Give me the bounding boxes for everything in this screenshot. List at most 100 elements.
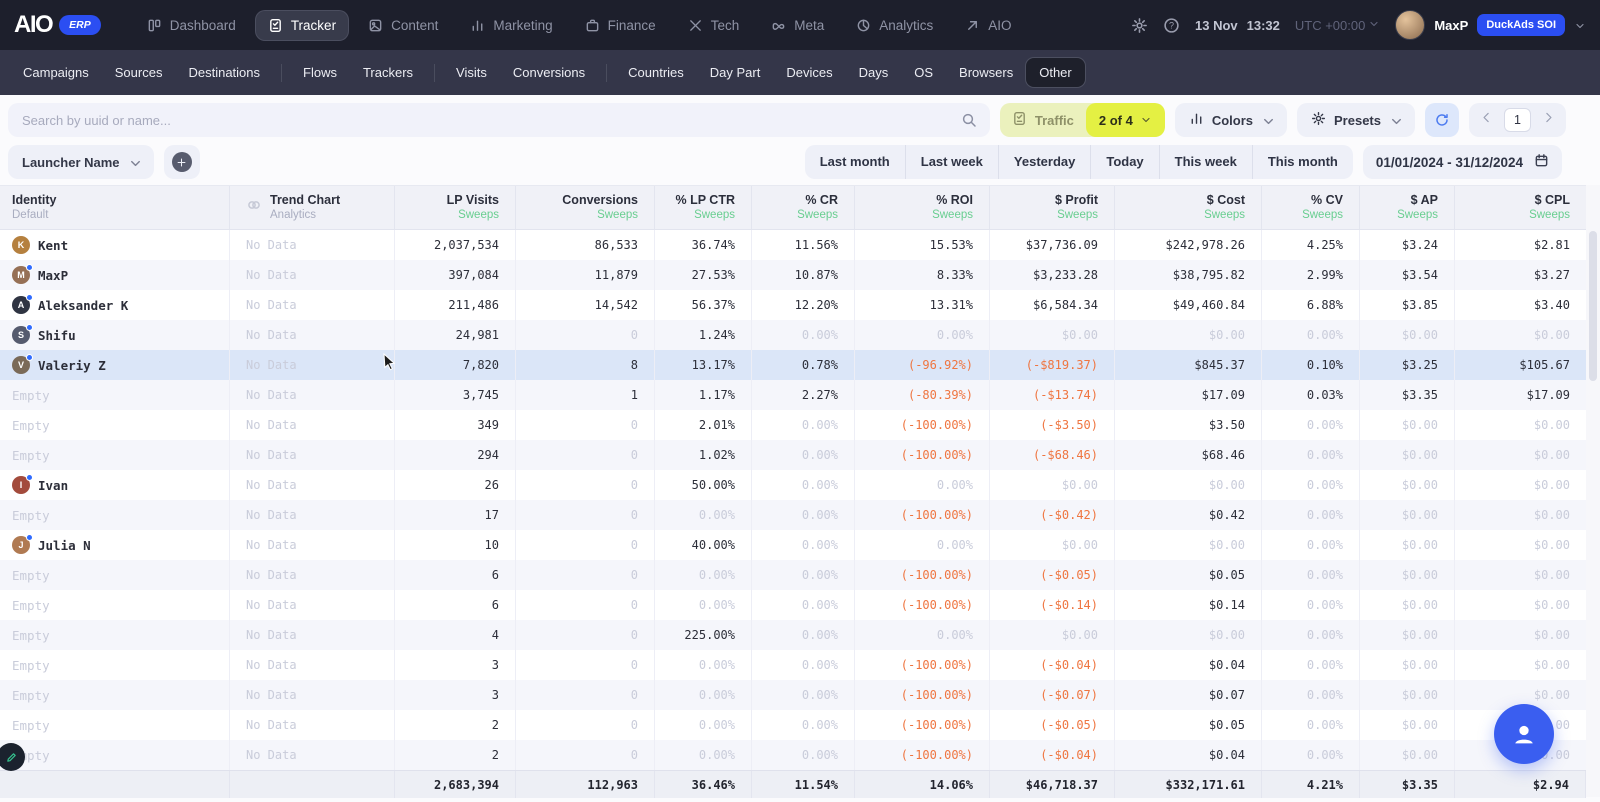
user-menu[interactable]: MaxP DuckAds SOI [1395,10,1586,40]
date-preset-this-week[interactable]: This week [1160,145,1253,179]
settings-gear-icon[interactable] [1131,17,1148,34]
scrollbar[interactable] [1586,185,1600,797]
tab-sources[interactable]: Sources [102,58,176,87]
tab-conversions[interactable]: Conversions [500,58,598,87]
add-filter-button[interactable] [164,145,200,179]
column-header-profit[interactable]: $ ProfitSweeps [990,186,1115,229]
date-preset-last-month[interactable]: Last month [805,145,906,179]
profile-fab-button[interactable] [1494,704,1554,764]
online-dot-icon [26,264,33,271]
table-row-empty-13[interactable]: EmptyNo Data600.00%0.00%(-100.00%)(-$0.1… [0,590,1586,620]
colors-button[interactable]: Colors [1175,103,1287,137]
cell-conversions: 0 [516,500,655,530]
cell-conversions: 86,533 [516,230,655,260]
presets-button[interactable]: Presets [1297,103,1415,137]
tab-campaigns[interactable]: Campaigns [10,58,102,87]
nav-item-marketing[interactable]: Marketing [458,11,564,40]
search-input[interactable] [8,103,990,137]
trend-chart-cell: No Data [230,590,395,620]
nav-item-finance[interactable]: Finance [573,11,668,40]
cell-ap: $0.00 [1360,680,1455,710]
table-row-aleksander-k[interactable]: AAleksander KNo Data211,48614,54256.37%1… [0,290,1586,320]
table-row-kent[interactable]: KKentNo Data2,037,53486,53336.74%11.56%1… [0,230,1586,260]
tab-flows[interactable]: Flows [290,58,350,87]
table-row-empty-16[interactable]: EmptyNo Data300.00%0.00%(-100.00%)(-$0.0… [0,680,1586,710]
scrollbar-thumb[interactable] [1589,231,1597,381]
tab-os[interactable]: OS [901,58,946,87]
page-number-box[interactable]: 1 [1504,108,1531,132]
date-preset-this-month[interactable]: This month [1253,145,1353,179]
nav-item-content[interactable]: Content [356,11,450,40]
table-row-valeriy-z[interactable]: VValeriy ZNo Data7,820813.17%0.78%(-96.9… [0,350,1586,380]
cell-cost: $0.42 [1115,500,1262,530]
refresh-button[interactable] [1425,103,1459,137]
trend-chart-cell: No Data [230,230,395,260]
table-row-empty-7[interactable]: EmptyNo Data34902.01%0.00%(-100.00%)(-$3… [0,410,1586,440]
identity-cell: KKent [0,230,230,260]
column-header-identity[interactable]: IdentityDefault [0,186,230,229]
column-header-cpl[interactable]: $ CPLSweeps [1455,186,1586,229]
table-row-shifu[interactable]: SShifuNo Data24,98101.24%0.00%0.00%$0.00… [0,320,1586,350]
column-header-lp-visits[interactable]: LP VisitsSweeps [395,186,516,229]
timezone-selector[interactable]: UTC +00:00 [1295,18,1380,33]
table-row-julia-n[interactable]: JJulia NNo Data10040.00%0.00%0.00%$0.00$… [0,530,1586,560]
cell-cv: 0.00% [1262,710,1360,740]
column-header-ap[interactable]: $ APSweeps [1360,186,1455,229]
table-row-ivan[interactable]: IIvanNo Data26050.00%0.00%0.00%$0.00$0.0… [0,470,1586,500]
tab-other[interactable]: Other [1026,58,1085,87]
tab-trackers[interactable]: Trackers [350,58,426,87]
date-preset-today[interactable]: Today [1091,145,1159,179]
launcher-name-dropdown[interactable]: Launcher Name [8,145,154,179]
tab-countries[interactable]: Countries [615,58,697,87]
cell-cv: 0.00% [1262,530,1360,560]
traffic-filter-button[interactable]: Traffic 2 of 4 [1000,103,1165,137]
tab-destinations[interactable]: Destinations [175,58,273,87]
nav-item-meta[interactable]: Meta [759,11,836,40]
cell-lp-ctr: 36.74% [655,230,752,260]
cell-ap: $0.00 [1360,410,1455,440]
cell-cost: $0.00 [1115,470,1262,500]
table-row-empty-12[interactable]: EmptyNo Data600.00%0.00%(-100.00%)(-$0.0… [0,560,1586,590]
cell-ap: $0.00 [1360,560,1455,590]
column-header-trend-chart[interactable]: Trend ChartAnalytics [230,186,395,229]
prev-page-icon[interactable] [1480,111,1493,129]
table-row-empty-8[interactable]: EmptyNo Data29401.02%0.00%(-100.00%)(-$6… [0,440,1586,470]
nav-item-tracker[interactable]: Tracker [256,11,348,40]
date-preset-yesterday[interactable]: Yesterday [999,145,1091,179]
tab-day-part[interactable]: Day Part [697,58,774,87]
nav-item-tech[interactable]: Tech [676,11,752,40]
pagination: 1 [1469,103,1566,137]
table-row-empty-6[interactable]: EmptyNo Data3,74511.17%2.27%(-80.39%)(-$… [0,380,1586,410]
tab-devices[interactable]: Devices [773,58,845,87]
date-preset-last-week[interactable]: Last week [906,145,999,179]
column-header-cv[interactable]: % CVSweeps [1262,186,1360,229]
nav-item-analytics[interactable]: Analytics [844,11,945,40]
column-header-cost[interactable]: $ CostSweeps [1115,186,1262,229]
cell-cv: 0.00% [1262,560,1360,590]
app-logo[interactable]: AIO ERP [14,11,101,39]
date-range-picker[interactable]: 01/01/2024 - 31/12/2024 [1363,145,1562,179]
table-row-empty-18[interactable]: EmptyNo Data200.00%0.00%(-100.00%)(-$0.0… [0,740,1586,770]
nav-item-aio[interactable]: AIO [953,11,1023,40]
table-row-empty-14[interactable]: EmptyNo Data40225.00%0.00%0.00%$0.00$0.0… [0,620,1586,650]
table-row-empty-15[interactable]: EmptyNo Data300.00%0.00%(-100.00%)(-$0.0… [0,650,1586,680]
table-row-empty-10[interactable]: EmptyNo Data1700.00%0.00%(-100.00%)(-$0.… [0,500,1586,530]
tab-visits[interactable]: Visits [443,58,500,87]
column-header-lp-ctr[interactable]: % LP CTRSweeps [655,186,752,229]
table-row-maxp[interactable]: MMaxPNo Data397,08411,87927.53%10.87%8.3… [0,260,1586,290]
tab-browsers[interactable]: Browsers [946,58,1026,87]
nav-item-label: Dashboard [170,18,236,33]
cell-lp-ctr: 0.00% [655,680,752,710]
help-icon[interactable]: ? [1163,17,1180,34]
next-page-icon[interactable] [1542,111,1555,129]
column-header-conversions[interactable]: ConversionsSweeps [516,186,655,229]
table-row-empty-17[interactable]: EmptyNo Data200.00%0.00%(-100.00%)(-$0.0… [0,710,1586,740]
column-header-roi[interactable]: % ROISweeps [855,186,990,229]
cell-cr: 0.00% [752,590,855,620]
column-header-cr[interactable]: % CRSweeps [752,186,855,229]
nav-item-dashboard[interactable]: Dashboard [135,11,248,40]
cell-profit: (-$0.04) [990,650,1115,680]
traffic-count-segment[interactable]: 2 of 4 [1086,103,1165,137]
tab-days[interactable]: Days [846,58,902,87]
cell-cv: 0.10% [1262,350,1360,380]
